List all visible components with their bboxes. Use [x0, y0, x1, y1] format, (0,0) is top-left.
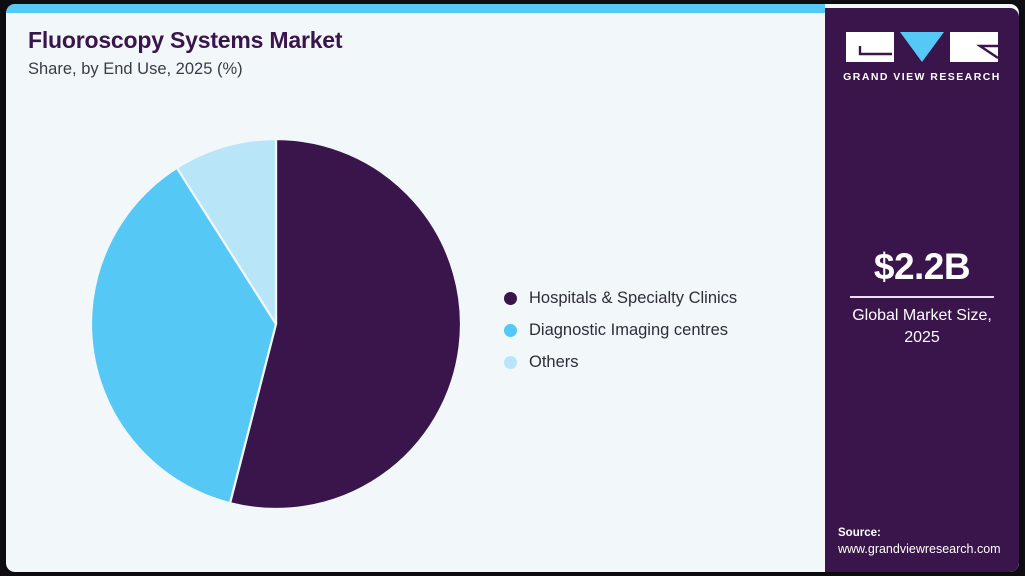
- source-block: Source: www.grandviewresearch.com: [838, 525, 1016, 558]
- brand-logo: GRAND VIEW RESEARCH: [825, 32, 1019, 83]
- logo-letter-g-icon: [846, 32, 894, 62]
- stat-divider: [850, 296, 994, 298]
- stat-caption: Global Market Size, 2025: [852, 307, 992, 346]
- legend-swatch-icon: [504, 323, 517, 337]
- legend-item-hospitals-specialty-clinics[interactable]: Hospitals & Specialty Clinics: [504, 282, 737, 314]
- pie-chart: Hospitals & Specialty Clinics: 54%Diagno…: [89, 137, 463, 511]
- pie-chart-svg: Hospitals & Specialty Clinics: 54%Diagno…: [89, 137, 463, 511]
- pie-slice-group: Hospitals & Specialty Clinics: 54%Diagno…: [89, 137, 463, 511]
- legend-item-label: Hospitals & Specialty Clinics: [529, 289, 738, 307]
- infographic-card: Fluoroscopy Systems Market Share, by End…: [6, 4, 1019, 572]
- header: Fluoroscopy Systems Market Share, by End…: [28, 26, 768, 80]
- chart-legend: Hospitals & Specialty Clinics Diagnostic…: [504, 282, 737, 378]
- logo-wordmark: GRAND VIEW RESEARCH: [843, 71, 1001, 83]
- legend-swatch-icon: [504, 355, 517, 369]
- source-label: Source:: [838, 527, 881, 539]
- top-accent-bar: [6, 4, 825, 13]
- logo-letter-r-icon: [950, 32, 998, 62]
- side-panel: GRAND VIEW RESEARCH $2.2B Global Market …: [825, 8, 1019, 572]
- logo-letter-v-icon: [900, 32, 944, 62]
- pie-slice[interactable]: Others: 9%: [175, 137, 278, 326]
- source-url[interactable]: www.grandviewresearch.com: [838, 542, 1001, 556]
- legend-swatch-icon: [504, 291, 517, 305]
- page-title: Fluoroscopy Systems Market: [28, 27, 343, 53]
- logo-marks: [825, 32, 1019, 62]
- legend-item-diagnostic-imaging-centres[interactable]: Diagnostic Imaging centres: [504, 314, 737, 346]
- pie-slice[interactable]: Hospitals & Specialty Clinics: 54%: [228, 137, 463, 511]
- legend-item-label: Others: [529, 353, 579, 371]
- legend-item-label: Diagnostic Imaging centres: [529, 321, 729, 339]
- stat-value: $2.2B: [873, 246, 971, 287]
- legend-item-others[interactable]: Others: [504, 346, 737, 378]
- market-size-stat: $2.2B Global Market Size, 2025: [825, 246, 1019, 349]
- page-subtitle: Share, by End Use, 2025 (%): [28, 60, 243, 78]
